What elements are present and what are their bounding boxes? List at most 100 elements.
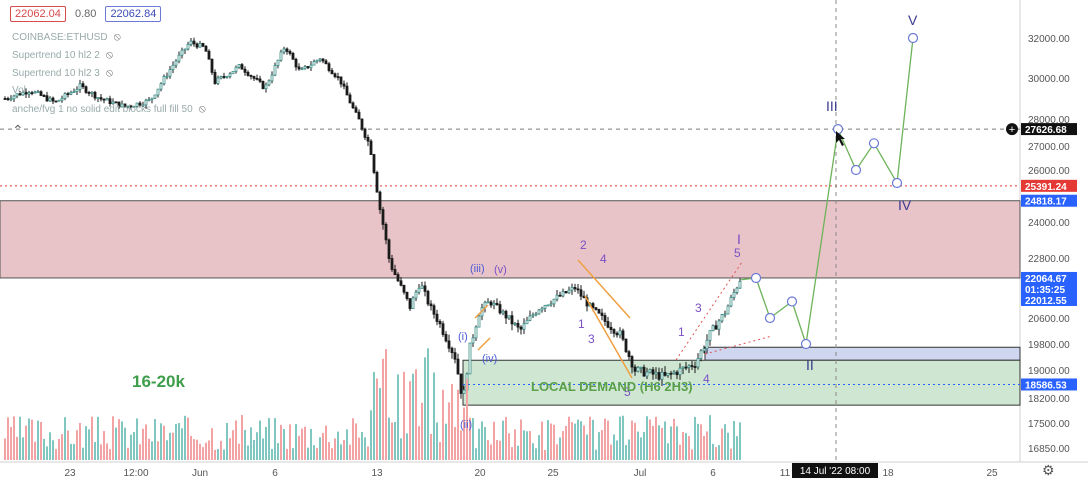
candle-body [309, 64, 313, 69]
bid-price-box[interactable]: 22062.04 [10, 6, 66, 22]
wave-label: (v) [494, 264, 507, 276]
candle-body [351, 102, 355, 109]
volume-bar [550, 423, 552, 460]
candle-body [420, 285, 424, 289]
volume-bar [184, 415, 186, 460]
ask-price-box[interactable]: 22062.84 [105, 6, 162, 22]
candle-body [300, 68, 304, 71]
candle-body [246, 71, 250, 76]
wave-line [474, 304, 489, 319]
volume-bar [106, 443, 108, 460]
candle-body [657, 372, 661, 380]
volume-bar [634, 422, 636, 460]
volume-bar [667, 443, 669, 460]
volume-bar [703, 436, 705, 460]
volume-bar [76, 430, 78, 460]
projection-point [750, 272, 762, 284]
indicator-row-supertrend-2[interactable]: Supertrend 10 hl2 2 ⦸ [12, 49, 113, 62]
price-tag-label: 22012.55 [1025, 296, 1067, 307]
volume-bar [10, 426, 12, 460]
local-demand-zone [462, 359, 1021, 406]
candle-body [120, 103, 124, 108]
volume-bar [652, 425, 654, 460]
volume-bar [709, 415, 711, 460]
indicator-row-supertrend-3[interactable]: Supertrend 10 hl2 3 ⦸ [12, 67, 113, 80]
candle-body [648, 369, 652, 373]
candle-body [255, 77, 259, 80]
candle-body [495, 302, 499, 305]
indicator-row-symbol[interactable]: COINBASE:ETHUSD ⦸ [12, 31, 121, 44]
eye-off-icon[interactable]: ⦸ [105, 49, 114, 61]
projection-point [832, 123, 844, 135]
candle-body [93, 91, 97, 99]
eye-off-icon[interactable]: ⦸ [113, 31, 121, 43]
wave-label: (iv) [482, 353, 497, 365]
volume-bar [499, 440, 501, 460]
volume-bar [730, 448, 732, 460]
candle-body [477, 315, 481, 328]
candle-body [24, 91, 28, 95]
volume-bar [43, 438, 45, 460]
candle-body [615, 332, 619, 336]
candle-body [714, 325, 718, 330]
candle-body [618, 330, 622, 336]
candle-body [711, 325, 715, 332]
volume-bar [103, 430, 105, 460]
eye-off-icon[interactable]: ⦸ [105, 67, 114, 79]
volume-bar [139, 444, 141, 460]
volume-bar [442, 389, 444, 460]
volume-bar [328, 442, 330, 460]
volume-bar [142, 428, 144, 460]
wave-line [577, 259, 631, 319]
indicator-label: Vol [12, 85, 26, 96]
volume-bar [715, 447, 717, 460]
volume-bar [472, 418, 474, 460]
candle-body [168, 69, 172, 77]
volume-bar [274, 418, 276, 460]
volume-bar [358, 437, 360, 460]
eye-off-icon[interactable]: ⦸ [198, 103, 206, 115]
candle-body [423, 285, 427, 292]
candle-body [12, 95, 16, 100]
candle-body [387, 239, 391, 259]
volume-bar [658, 425, 660, 460]
volume-bar [151, 441, 153, 460]
candle-body [390, 258, 394, 270]
settings-gear-icon[interactable]: ⚙ [1042, 462, 1055, 478]
candle-body [228, 73, 232, 77]
candle-body [552, 298, 556, 305]
volume-bar [388, 417, 390, 460]
volume-bar [574, 423, 576, 460]
y-tick-label: 22800.00 [1028, 254, 1070, 265]
price-tag-bg [1021, 378, 1077, 391]
indicator-row-fvg[interactable]: anche/fvg 1 no solid edit blocks full fi… [12, 103, 206, 116]
volume-bar [523, 430, 525, 460]
volume-bar [355, 423, 357, 460]
candle-body [60, 98, 64, 101]
projection-point [891, 177, 903, 189]
indicator-row-vol[interactable]: Vol [12, 85, 26, 96]
volume-bar [40, 421, 42, 460]
wave-label: I [737, 231, 741, 247]
volume-bar [718, 445, 720, 460]
volume-bar [418, 426, 420, 460]
candle-body [294, 58, 298, 68]
volume-bar [211, 428, 213, 460]
y-tick-label: 28000.00 [1028, 115, 1070, 126]
collapse-chevron-icon[interactable]: ⌃ [12, 122, 24, 138]
volume-bar [292, 448, 294, 460]
candle-body [738, 281, 742, 289]
volume-bar [175, 423, 177, 460]
volume-bar [238, 443, 240, 460]
volume-bar [208, 440, 210, 460]
price-tag-label: 01:35:25 [1025, 285, 1065, 296]
volume-bar [547, 420, 549, 460]
volume-bar [127, 447, 129, 460]
volume-bar [28, 418, 30, 460]
price-axis-panel [1020, 0, 1088, 462]
candle-body [75, 88, 79, 92]
price-tag-label: 22064.67 [1025, 274, 1067, 285]
volume-bar [541, 421, 543, 460]
volume-bar [736, 436, 738, 460]
